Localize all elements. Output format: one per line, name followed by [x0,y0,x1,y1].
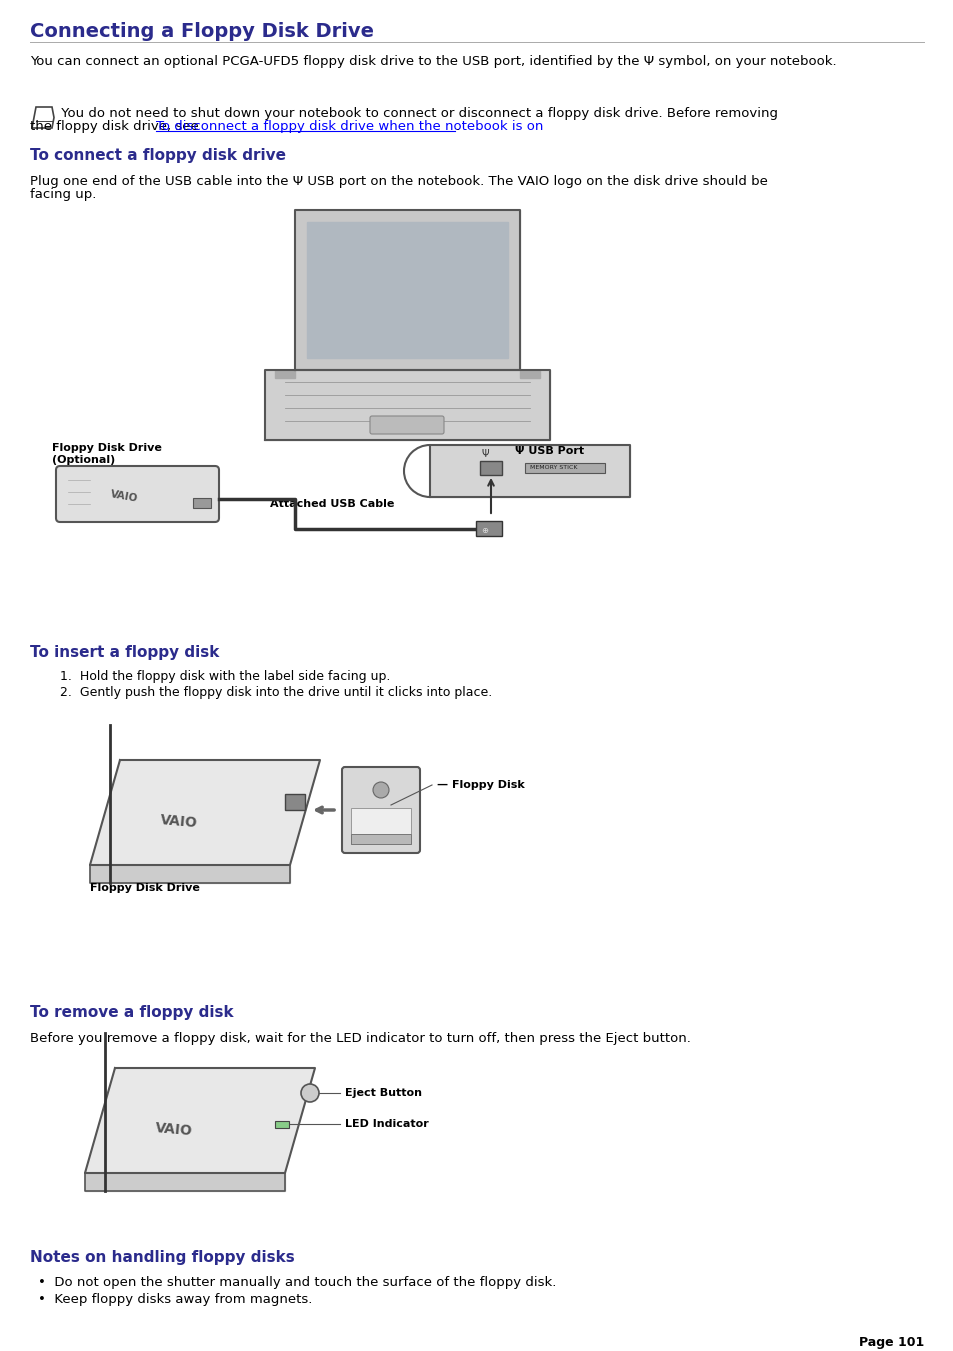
Circle shape [373,782,389,798]
Text: LED Indicator: LED Indicator [345,1119,428,1129]
Text: facing up.: facing up. [30,188,96,201]
Text: To remove a floppy disk: To remove a floppy disk [30,1005,233,1020]
Polygon shape [294,209,519,370]
Polygon shape [274,370,294,378]
Text: Ψ USB Port: Ψ USB Port [515,446,583,457]
Text: — Floppy Disk: — Floppy Disk [436,780,524,790]
Polygon shape [430,444,629,497]
Text: 2.  Gently push the floppy disk into the drive until it clicks into place.: 2. Gently push the floppy disk into the … [60,686,492,698]
Text: •  Do not open the shutter manually and touch the surface of the floppy disk.: • Do not open the shutter manually and t… [38,1275,556,1289]
Bar [351,834,411,844]
Text: Before you remove a floppy disk, wait for the LED indicator to turn off, then pr: Before you remove a floppy disk, wait fo… [30,1032,690,1046]
Polygon shape [519,370,539,378]
Bar [274,1121,289,1128]
Text: You can connect an optional PCGA-UFD5 floppy disk drive to the USB port, identif: You can connect an optional PCGA-UFD5 fl… [30,55,836,68]
Polygon shape [265,370,550,440]
Polygon shape [90,761,319,865]
Polygon shape [85,1069,314,1173]
Polygon shape [90,865,290,884]
Text: 1.  Hold the floppy disk with the label side facing up.: 1. Hold the floppy disk with the label s… [60,670,390,684]
Text: Eject Button: Eject Button [345,1088,421,1098]
Bar [476,521,501,536]
Text: .: . [455,120,459,132]
Text: the floppy disk drive, see: the floppy disk drive, see [30,120,203,132]
Text: Floppy Disk Drive
(Optional): Floppy Disk Drive (Optional) [52,443,162,465]
Text: Floppy Disk Drive: Floppy Disk Drive [90,884,200,893]
Text: VAIO: VAIO [160,813,198,831]
Text: Plug one end of the USB cable into the Ψ USB port on the notebook. The VAIO logo: Plug one end of the USB cable into the Ψ… [30,176,767,188]
Text: Ψ: Ψ [481,449,489,459]
FancyBboxPatch shape [341,767,419,852]
FancyBboxPatch shape [370,416,443,434]
Text: Page 101: Page 101 [858,1336,923,1350]
Bar [193,499,211,508]
Text: To connect a floppy disk drive: To connect a floppy disk drive [30,149,286,163]
Circle shape [301,1084,318,1102]
Text: To insert a floppy disk: To insert a floppy disk [30,644,219,661]
Text: VAIO: VAIO [154,1121,193,1139]
Text: Attached USB Cable: Attached USB Cable [270,499,394,509]
Text: To disconnect a floppy disk drive when the notebook is on: To disconnect a floppy disk drive when t… [156,120,543,132]
Polygon shape [307,222,507,358]
Bar [351,808,411,844]
Text: ⊕: ⊕ [480,526,488,535]
Text: VAIO: VAIO [110,489,139,504]
Bar [479,461,501,476]
Text: •  Keep floppy disks away from magnets.: • Keep floppy disks away from magnets. [38,1293,312,1306]
Polygon shape [85,1173,285,1192]
Text: You do not need to shut down your notebook to connect or disconnect a floppy dis: You do not need to shut down your notebo… [57,107,778,120]
Bar [285,794,305,811]
Text: Notes on handling floppy disks: Notes on handling floppy disks [30,1250,294,1265]
Text: MEMORY STICK: MEMORY STICK [530,465,577,470]
Text: Connecting a Floppy Disk Drive: Connecting a Floppy Disk Drive [30,22,374,41]
FancyBboxPatch shape [56,466,219,521]
Bar [524,463,604,473]
